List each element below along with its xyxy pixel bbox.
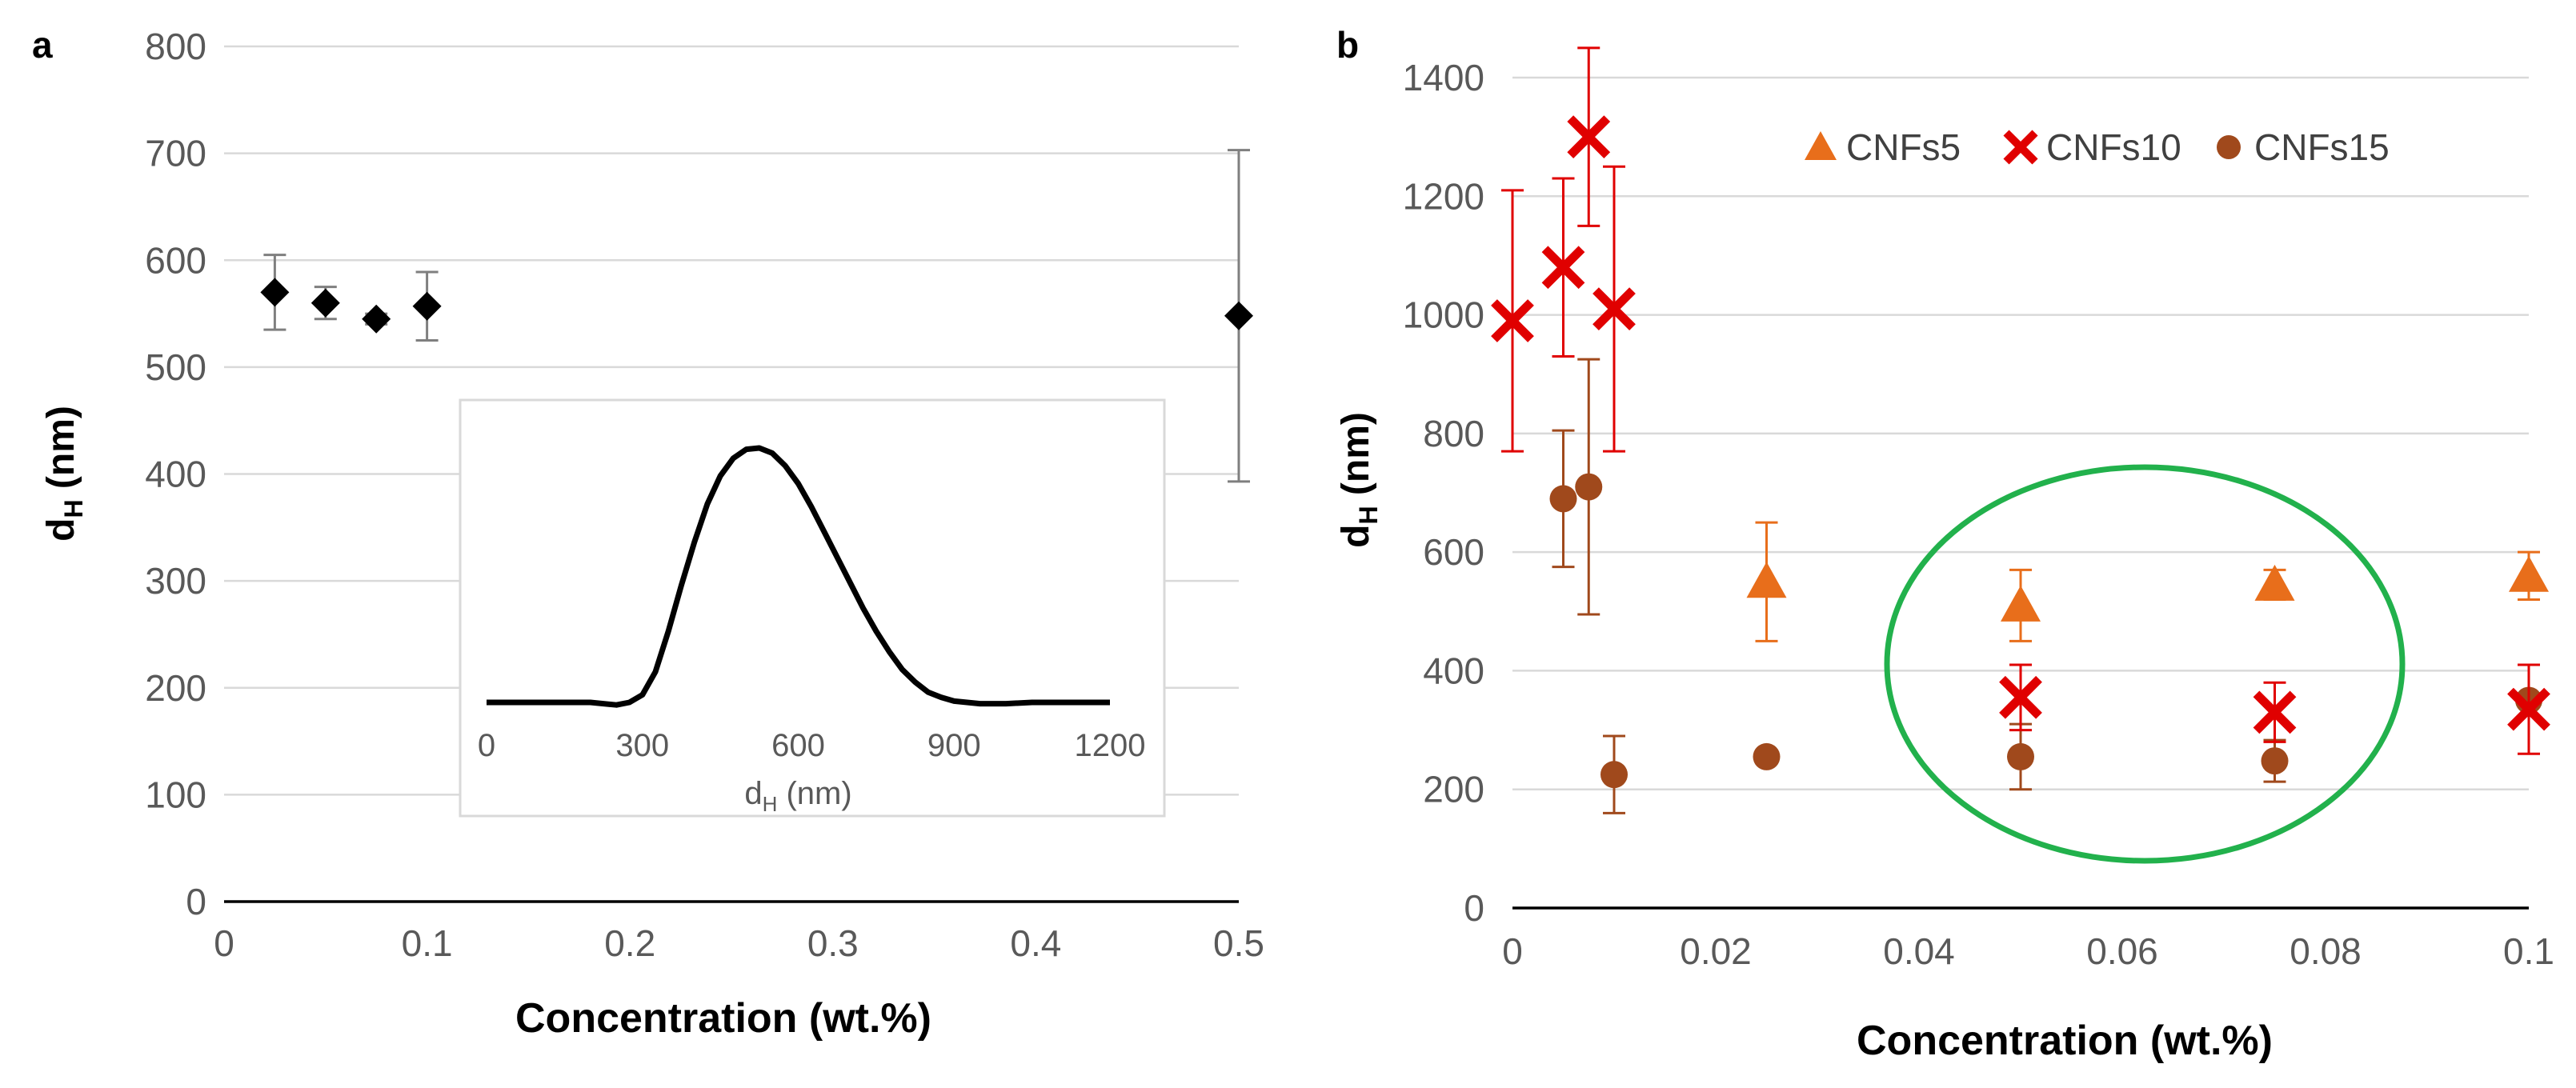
cnfs15-data-point	[1600, 761, 1628, 789]
panel-b-ytick-label: 400	[1423, 650, 1484, 691]
panel-b-xtick-label: 0.08	[2290, 930, 2362, 972]
panel-a-xtick-label: 0.2	[604, 922, 655, 964]
cnfs10-data-point	[1592, 287, 1636, 331]
cnfs10-data-point	[2507, 687, 2550, 731]
panel-a-data-point	[260, 278, 290, 307]
panel-a-x-axis-title: Concentration (wt.%)	[515, 995, 931, 1042]
panel-a-xtick-label: 0.4	[1010, 922, 1061, 964]
cnfs5-data-point	[2001, 585, 2041, 622]
legend-cnfs5-marker	[1805, 131, 1837, 160]
legend-cnfs15-marker	[2217, 135, 2241, 159]
inset-xtick-label: 600	[771, 728, 825, 763]
inset-frame	[459, 398, 1166, 818]
panel-a: a 0 100 200 300 400 500 600 700 800 0 0.1 0.2 0.3 0.4 0…	[32, 24, 1264, 1042]
panel-b-ytick-label: 1000	[1403, 294, 1484, 336]
panel-a-data-point	[362, 304, 391, 334]
panel-a-ytick-label: 0	[186, 881, 206, 922]
cnfs10-data-point	[2253, 690, 2297, 734]
panel-a-data-point	[1224, 301, 1253, 330]
cnfs10-data-point	[1999, 675, 2042, 719]
panel-a-label: a	[32, 24, 53, 66]
cnfs15-data-point	[2261, 747, 2289, 775]
panel-b-xtick-label: 0	[1502, 930, 1523, 972]
cnfs10-data-point	[1541, 246, 1585, 290]
panel-b-xtick-label: 0.02	[1680, 930, 1752, 972]
panel-b: b 0 200 400 600 800 1000 1200 1400 0 0.02 0.04 0.06 0…	[1335, 24, 2554, 1064]
cnfs15-data-point	[1753, 742, 1781, 770]
inset-x-axis-title: dH (nm)	[744, 776, 851, 816]
panel-b-xtick-label: 0.06	[2086, 930, 2158, 972]
inset-xtick-label: 0	[478, 728, 495, 763]
panel-b-label: b	[1336, 24, 1359, 66]
inset-xtick-label: 1200	[1075, 728, 1146, 763]
panel-b-xtick-label: 0.04	[1883, 930, 1955, 972]
panel-a-y-axis-title: dH (nm)	[40, 406, 88, 542]
panel-b-xtick-label: 0.1	[2503, 930, 2554, 972]
inset-distribution-curve	[487, 445, 1110, 708]
cnfs5-data-point	[2509, 555, 2549, 592]
panel-a-xtick-label: 0.5	[1213, 922, 1264, 964]
panel-b-y-axis-title: dH (nm)	[1335, 412, 1383, 548]
legend-cnfs15-label: CNFs15	[2254, 126, 2390, 168]
panel-a-ytick-label: 800	[145, 26, 206, 67]
highlight-ellipse	[1884, 464, 2406, 864]
panel-a-xtick-label: 0.1	[402, 922, 453, 964]
inset-xtick-label: 900	[927, 728, 981, 763]
cnfs15-data-point	[1549, 485, 1577, 513]
panel-a-ytick-label: 700	[145, 133, 206, 174]
legend-cnfs10-label: CNFs10	[2046, 126, 2181, 168]
cnfs5-data-point	[2254, 564, 2295, 601]
cnfs10-data-point	[1567, 115, 1611, 159]
panel-b-ytick-label: 600	[1423, 531, 1484, 573]
panel-a-ytick-label: 100	[145, 774, 206, 815]
legend-cnfs10-marker	[2003, 130, 2038, 165]
panel-b-ytick-label: 0	[1464, 887, 1484, 929]
panel-a-ytick-label: 400	[145, 454, 206, 495]
panel-a-ytick-label: 500	[145, 346, 206, 388]
panel-b-x-axis-title: Concentration (wt.%)	[1857, 1018, 2273, 1064]
cnfs10-data-point	[1491, 299, 1534, 342]
panel-a-xtick-label: 0.3	[807, 922, 859, 964]
panel-b-ytick-label: 200	[1423, 769, 1484, 810]
panel-a-data-point	[412, 291, 442, 321]
panel-b-ytick-label: 800	[1423, 413, 1484, 454]
cnfs5-data-point	[1746, 562, 1787, 598]
panel-a-xtick-label: 0	[214, 922, 234, 964]
panel-a-ytick-label: 200	[145, 667, 206, 709]
panel-a-ytick-label: 300	[145, 560, 206, 602]
panel-a-ytick-label: 600	[145, 239, 206, 281]
cnfs15-data-point	[1575, 473, 1603, 501]
panel-b-ytick-label: 1400	[1403, 57, 1484, 98]
inset-xtick-label: 300	[615, 728, 669, 763]
cnfs15-data-point	[2007, 742, 2034, 770]
panel-a-data-point	[310, 288, 340, 318]
panel-b-ytick-label: 1200	[1403, 175, 1484, 217]
legend-cnfs5-label: CNFs5	[1846, 126, 1961, 168]
